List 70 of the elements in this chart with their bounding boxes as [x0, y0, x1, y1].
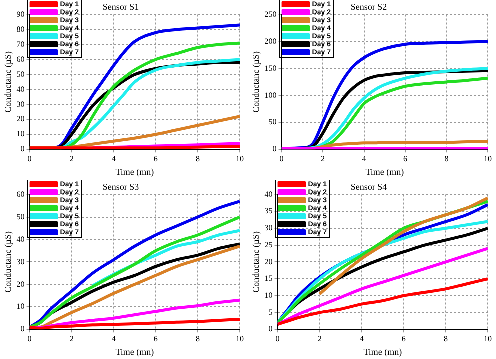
x-tick-label: 8	[444, 334, 448, 343]
y-tick-label: 30	[16, 100, 25, 109]
y-tick-label: 40	[16, 234, 25, 244]
y-tick-label: 0	[272, 144, 277, 154]
x-tick-label: 2	[318, 334, 322, 343]
y-tick-label: 20	[16, 114, 25, 124]
y-axis-title: Conductanc (µS)	[2, 230, 13, 292]
y-tick-label: 20	[264, 256, 273, 266]
x-tick-label: 4	[362, 154, 366, 164]
x-tick-label: 8	[196, 154, 200, 164]
x-tick-label: 10	[484, 154, 492, 164]
y-tick-label: 40	[16, 84, 25, 94]
line-series	[278, 277, 488, 326]
y-tick-label: 30	[264, 223, 273, 232]
x-axis-title: Time (mn)	[116, 166, 154, 177]
y-tick-label: 10	[264, 290, 273, 300]
x-tick-label: 2	[70, 334, 74, 343]
x-tick-label: 6	[404, 154, 408, 164]
chart-title: Sensor S4	[350, 181, 388, 192]
y-tick-label: 5	[268, 307, 273, 316]
x-tick-label: 6	[402, 334, 406, 343]
y-tick-label: 0	[20, 144, 25, 154]
y-tick-label: 10	[16, 130, 25, 139]
y-axis-title: Conductanc (µS)	[2, 51, 13, 113]
y-tick-label: 200	[264, 36, 277, 46]
y-tick-label: 0	[20, 324, 25, 334]
y-tick-label: 10	[16, 302, 25, 311]
x-axis-title: Time (mn)	[364, 346, 402, 356]
x-axis-title: Time (mn)	[366, 166, 404, 177]
chart-title: Sensor S1	[102, 2, 140, 12]
y-axis-title: Conductanc (µS)	[250, 51, 261, 113]
x-tick-label: 0	[28, 334, 32, 343]
y-tick-label: 250	[264, 10, 277, 19]
x-tick-label: 10	[236, 154, 244, 164]
x-tick-label: 2	[321, 154, 326, 164]
y-tick-label: 100	[264, 90, 277, 100]
y-tick-label: 30	[16, 256, 25, 266]
x-tick-label: 6	[154, 154, 158, 164]
y-axis-title: Conductanc (µS)	[250, 230, 261, 292]
y-tick-label: 90	[16, 10, 25, 19]
x-tick-label: 4	[112, 334, 116, 343]
x-tick-label: 8	[444, 154, 449, 164]
line-series	[322, 76, 488, 148]
y-tick-label: 60	[16, 189, 25, 198]
y-tick-label: 15	[264, 274, 273, 283]
x-tick-label: 2	[70, 154, 74, 164]
x-tick-label: 0	[280, 154, 284, 164]
y-tick-label: 80	[16, 24, 25, 34]
y-tick-label: 0	[268, 324, 273, 334]
x-tick-label: 6	[154, 334, 158, 343]
y-tick-label: 40	[264, 189, 273, 198]
y-tick-label: 50	[16, 70, 25, 79]
y-tick-label: 60	[16, 54, 25, 64]
y-tick-label: 50	[16, 212, 25, 221]
y-tick-label: 70	[16, 40, 25, 49]
x-tick-label: 4	[112, 154, 116, 164]
x-tick-label: 4	[360, 334, 364, 343]
x-axis-title: Time (mn)	[116, 346, 154, 356]
x-tick-label: 8	[196, 334, 200, 343]
y-tick-label: 20	[16, 279, 25, 288]
y-tick-label: 25	[264, 240, 273, 249]
line-series	[278, 246, 488, 326]
x-tick-label: 10	[236, 334, 244, 343]
x-tick-label: 0	[28, 154, 32, 164]
chart-title: Sensor S3	[102, 181, 140, 192]
y-tick-label: 35	[264, 206, 273, 216]
chart-title: Sensor S2	[350, 2, 388, 12]
x-tick-label: 10	[484, 334, 492, 343]
y-tick-label: 150	[264, 64, 277, 73]
y-tick-label: 50	[268, 118, 277, 127]
